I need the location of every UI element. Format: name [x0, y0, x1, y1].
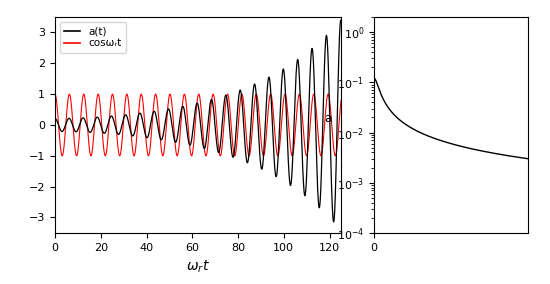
Legend: a(t), cosωᵣt: a(t), cosωᵣt [60, 22, 126, 53]
Y-axis label: a: a [324, 112, 333, 125]
X-axis label: $\omega_r t$: $\omega_r t$ [186, 258, 210, 275]
